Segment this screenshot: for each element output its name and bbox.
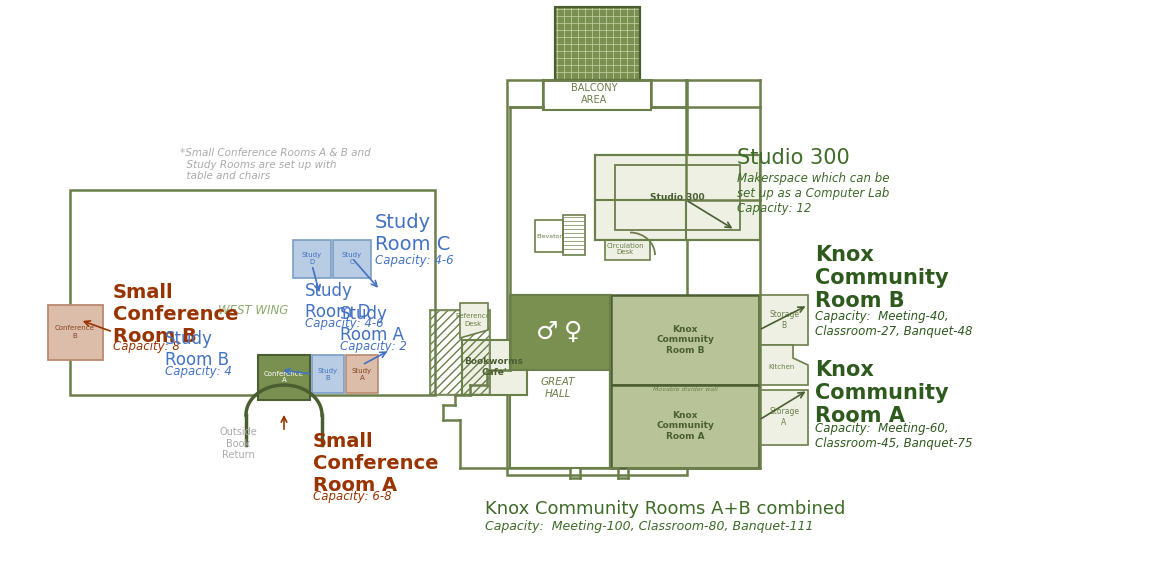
Bar <box>462 340 526 395</box>
Bar <box>543 80 651 110</box>
Bar <box>431 311 489 394</box>
Text: Bookworms
Cafe': Bookworms Cafe' <box>464 357 523 376</box>
Bar <box>611 385 759 468</box>
Text: Storage
A: Storage A <box>769 407 799 426</box>
Text: Outside
Book
Return: Outside Book Return <box>219 427 257 460</box>
Text: Study
Room D: Study Room D <box>305 282 371 321</box>
Bar <box>259 355 310 400</box>
Text: Study
B: Study B <box>318 368 338 381</box>
Bar <box>535 220 563 252</box>
Bar <box>507 80 687 475</box>
Text: Knox
Community
Room A: Knox Community Room A <box>815 360 949 426</box>
Bar <box>48 305 103 360</box>
Text: Knox
Community
Room B: Knox Community Room B <box>656 325 714 355</box>
Bar <box>596 155 760 240</box>
Bar <box>70 190 435 395</box>
Bar <box>312 355 344 393</box>
Text: Knox Community Rooms A+B combined: Knox Community Rooms A+B combined <box>486 500 846 518</box>
Text: Study
Room B: Study Room B <box>165 330 229 369</box>
Text: *Small Conference Rooms A & B and
  Study Rooms are set up with
  table and chai: *Small Conference Rooms A & B and Study … <box>180 148 371 181</box>
Text: Capacity:  Meeting-60,
Classroom-45, Banquet-75: Capacity: Meeting-60, Classroom-45, Banq… <box>815 422 972 450</box>
Text: Knox
Community
Room A: Knox Community Room A <box>656 411 714 441</box>
Bar <box>555 7 640 80</box>
Text: WEST WING: WEST WING <box>218 303 288 317</box>
Bar <box>510 295 610 370</box>
Text: Capacity: 4: Capacity: 4 <box>165 365 232 378</box>
Bar <box>510 310 610 468</box>
Text: Small
Conference
Room A: Small Conference Room A <box>314 432 439 495</box>
Text: BALCONY
AREA: BALCONY AREA <box>571 83 618 105</box>
Bar <box>431 310 490 395</box>
Bar <box>605 240 651 260</box>
Bar <box>346 355 378 393</box>
Text: Circulation
Desk: Circulation Desk <box>606 242 644 256</box>
Text: Capacity: 2: Capacity: 2 <box>340 340 407 353</box>
Text: Capacity: 8: Capacity: 8 <box>113 340 180 353</box>
Text: Study
D: Study D <box>302 253 322 266</box>
Polygon shape <box>760 345 808 385</box>
Text: Capacity: 6-8: Capacity: 6-8 <box>314 490 392 503</box>
Text: Conference
B: Conference B <box>55 325 95 339</box>
Text: Knox
Community
Room B: Knox Community Room B <box>815 245 949 311</box>
Bar <box>563 215 585 255</box>
Bar <box>611 295 759 385</box>
Text: Small
Conference
Room B: Small Conference Room B <box>113 283 239 346</box>
Text: Capacity:  Meeting-40,
Classroom-27, Banquet-48: Capacity: Meeting-40, Classroom-27, Banq… <box>815 310 972 338</box>
Text: Makerspace which can be
set up as a Computer Lab
Capacity: 12: Makerspace which can be set up as a Comp… <box>737 172 889 215</box>
Text: Study
A: Study A <box>352 368 372 381</box>
Text: ♂: ♂ <box>536 320 558 344</box>
Polygon shape <box>460 303 488 338</box>
Text: Kitchen: Kitchen <box>769 364 796 370</box>
Text: Study
Room C: Study Room C <box>376 213 450 254</box>
Bar <box>760 390 808 445</box>
Text: Capacity: 4-6: Capacity: 4-6 <box>376 254 454 267</box>
Text: Study
C: Study C <box>342 253 362 266</box>
Text: Study
Room A: Study Room A <box>340 305 404 344</box>
Text: Conference
A: Conference A <box>264 371 304 383</box>
Bar <box>555 7 640 80</box>
Text: Studio 300: Studio 300 <box>649 192 704 202</box>
Text: Elevator: Elevator <box>536 234 562 238</box>
Bar <box>333 240 371 278</box>
Text: Capacity: 4-6: Capacity: 4-6 <box>305 317 384 330</box>
Text: Reference
Desk: Reference Desk <box>455 314 490 327</box>
Bar <box>292 240 331 278</box>
Text: ♀: ♀ <box>564 320 583 344</box>
Text: Movable divider wall: Movable divider wall <box>653 387 717 392</box>
Bar <box>760 295 808 345</box>
Text: Storage
B: Storage B <box>769 310 799 329</box>
Text: Studio 300: Studio 300 <box>737 148 849 168</box>
Bar <box>615 165 739 230</box>
Text: Capacity:  Meeting-100, Classroom-80, Banquet-111: Capacity: Meeting-100, Classroom-80, Ban… <box>486 520 813 533</box>
Text: GREAT
HALL: GREAT HALL <box>541 377 576 399</box>
